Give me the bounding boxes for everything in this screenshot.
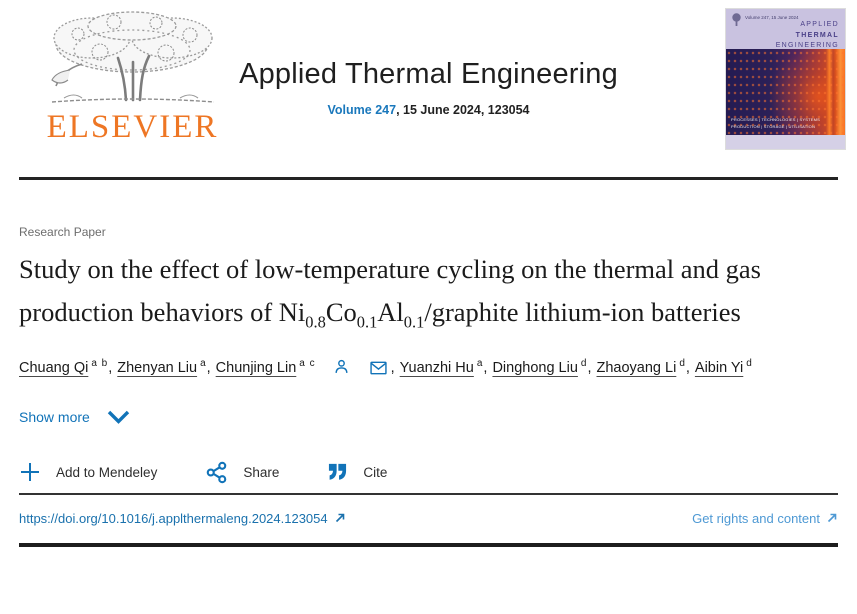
- cover-elsevier-tree-icon: [732, 13, 741, 26]
- header-rule: [19, 177, 838, 180]
- author-link-chunjing-lin[interactable]: Chunjing Lin: [215, 359, 297, 376]
- author-affiliation: a c: [299, 358, 316, 370]
- article-header: Research Paper Study on the effect of lo…: [19, 180, 838, 547]
- add-to-mendeley-button[interactable]: Add to Mendeley: [19, 461, 157, 483]
- author-link-yuanzhi-hu[interactable]: Yuanzhi Hu: [399, 359, 474, 376]
- cover-volume-text: Volume 247, 15 June 2024: [745, 15, 799, 20]
- author-link-aibin-yi[interactable]: Aibin Yi: [694, 359, 744, 376]
- author-affiliation: a: [200, 358, 207, 370]
- cover-header: Volume 247, 15 June 2024 APPLIED THERMAL…: [726, 9, 845, 49]
- author-link-dinghong-liu[interactable]: Dinghong Liu: [492, 359, 578, 376]
- author-affiliation: a b: [91, 358, 109, 370]
- show-more-label: Show more: [19, 408, 90, 425]
- share-icon: [205, 461, 228, 484]
- cover-footer-text: PROCESSES | TECHNOLOGIES | SYSTEMS PRODU…: [731, 117, 821, 130]
- cover-journal-title: APPLIED THERMAL ENGINEERING: [775, 21, 839, 49]
- issue-info: , 15 June 2024, 123054: [396, 103, 530, 117]
- author-affiliation: d: [580, 358, 588, 370]
- doi-link[interactable]: https://doi.org/10.1016/j.applthermaleng…: [19, 511, 346, 526]
- bottom-rule: [19, 542, 838, 547]
- external-link-icon: [826, 512, 838, 524]
- add-to-mendeley-label: Add to Mendeley: [56, 464, 158, 480]
- journal-title[interactable]: Applied Thermal Engineering: [239, 58, 618, 90]
- corresponding-author-icon[interactable]: [333, 358, 350, 375]
- article-type-label: Research Paper: [19, 225, 106, 239]
- volume-link[interactable]: Volume 247: [327, 103, 397, 117]
- share-button[interactable]: Share: [205, 461, 279, 484]
- plus-icon: [19, 461, 41, 483]
- elsevier-wordmark: ELSEVIER: [46, 109, 219, 145]
- article-title: Study on the effect of low-temperature c…: [19, 254, 761, 332]
- elsevier-tree-icon: [51, 11, 215, 103]
- elsevier-logo: ELSEVIER: [20, 6, 245, 146]
- journal-header: ELSEVIER Applied Thermal Engineering Vol…: [0, 0, 857, 177]
- cover-bottom-band: [726, 135, 845, 149]
- action-toolbar: Add to Mendeley Share Cite: [19, 461, 838, 484]
- show-more-button[interactable]: Show more: [19, 409, 130, 425]
- journal-cover[interactable]: Volume 247, 15 June 2024 APPLIED THERMAL…: [725, 8, 846, 150]
- external-link-icon: [334, 512, 346, 524]
- chevron-down-icon: [107, 410, 130, 424]
- author-link-chuang-qi[interactable]: Chuang Qi: [19, 359, 89, 376]
- authors-list: Chuang Qi a b, Zhenyan Liu a, Chunjing Lin a …: [19, 358, 753, 376]
- cover-heatmap-image: PROCESSES | TECHNOLOGIES | SYSTEMS PRODU…: [726, 49, 845, 135]
- author-link-zhenyan-liu[interactable]: Zhenyan Liu: [117, 359, 198, 376]
- rights-and-content-link[interactable]: Get rights and content: [692, 511, 838, 526]
- author-affiliation: a: [476, 358, 484, 370]
- cite-button[interactable]: Cite: [327, 463, 387, 481]
- share-label: Share: [243, 464, 280, 480]
- cite-quote-icon: [327, 463, 348, 481]
- author-link-zhaoyang-li[interactable]: Zhaoyang Li: [596, 359, 677, 376]
- volume-line: Volume 247, 15 June 2024, 123054: [0, 103, 857, 117]
- envelope-icon[interactable]: [369, 361, 387, 375]
- author-affiliation: d: [746, 358, 753, 370]
- cite-label: Cite: [363, 464, 388, 480]
- author-affiliation: d: [679, 358, 686, 370]
- doi-row: https://doi.org/10.1016/j.applthermaleng…: [19, 495, 838, 541]
- journal-banner: Applied Thermal Engineering Volume 247, …: [0, 58, 857, 117]
- divider-line: [19, 492, 838, 495]
